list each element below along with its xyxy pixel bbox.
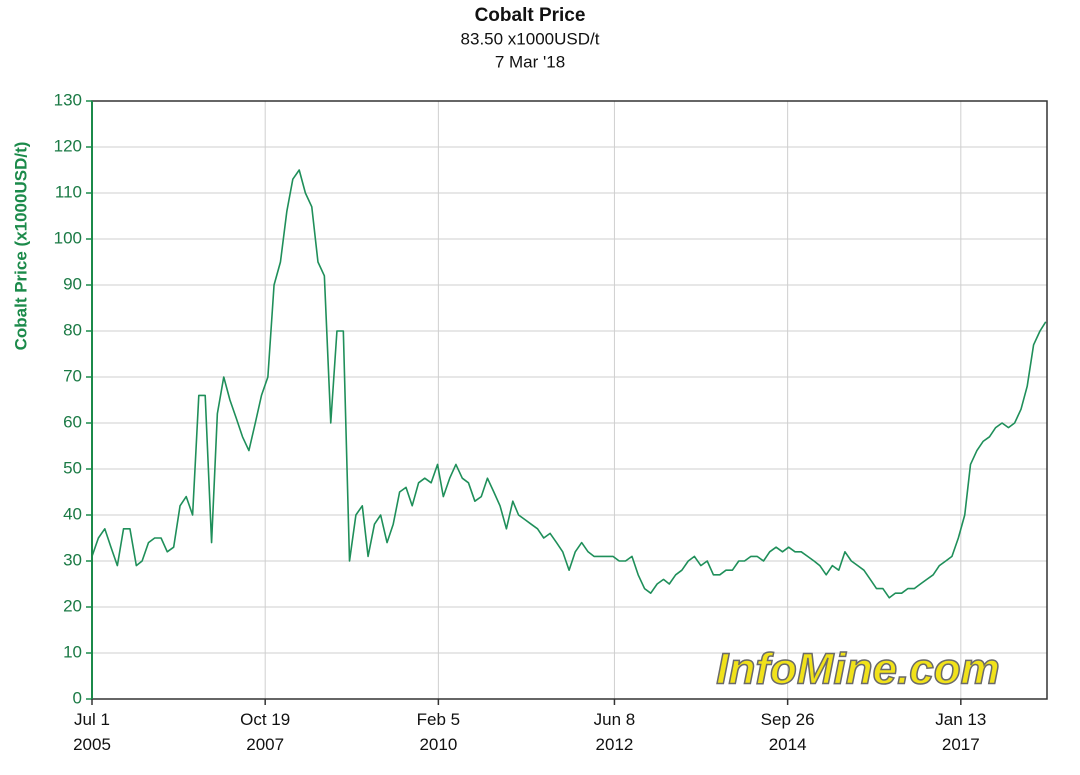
x-tick-label: Jan 13 2017	[935, 710, 986, 754]
y-tick-label: 120	[54, 136, 82, 155]
y-tick-label: 10	[63, 642, 82, 661]
x-tick-label: Jul 1 2005	[73, 710, 111, 754]
y-tick-label: 0	[73, 688, 82, 707]
y-tick-label: 50	[63, 458, 82, 477]
x-tick-label: Feb 5 2010	[417, 710, 460, 754]
y-tick-label: 40	[63, 504, 82, 523]
y-tick-label: 130	[54, 90, 82, 109]
chart-date: 7 Mar '18	[495, 52, 565, 71]
y-tick-label: 70	[63, 366, 82, 385]
y-tick-label: 30	[63, 550, 82, 569]
x-tick-label: Oct 19 2007	[240, 710, 290, 754]
y-tick-label: 90	[63, 274, 82, 293]
axes: 0 10 20 30 40 50 60 70 80 90 100 110 120 130 Jul 1 2005…	[54, 90, 987, 754]
y-tick-label: 20	[63, 596, 82, 615]
y-axis-label: Cobalt Price (x1000USD/t)	[11, 142, 30, 351]
x-tick-label: Jun 8 2012	[594, 710, 636, 754]
y-tick-label: 110	[55, 182, 82, 201]
x-tick-label: Sep 26 2014	[761, 710, 815, 754]
plot	[91, 169, 1047, 599]
y-tick-label: 100	[54, 228, 82, 247]
plot-frame	[91, 100, 1048, 700]
chart-subtitle: 83.50 x1000USD/t	[461, 29, 600, 48]
chart-title: Cobalt Price	[475, 5, 586, 26]
y-tick-label: 60	[63, 412, 82, 431]
watermark: InfoMine.com	[716, 645, 1000, 694]
grid	[91, 100, 1047, 700]
y-tick-label: 80	[63, 320, 82, 339]
price-line	[91, 169, 1047, 599]
